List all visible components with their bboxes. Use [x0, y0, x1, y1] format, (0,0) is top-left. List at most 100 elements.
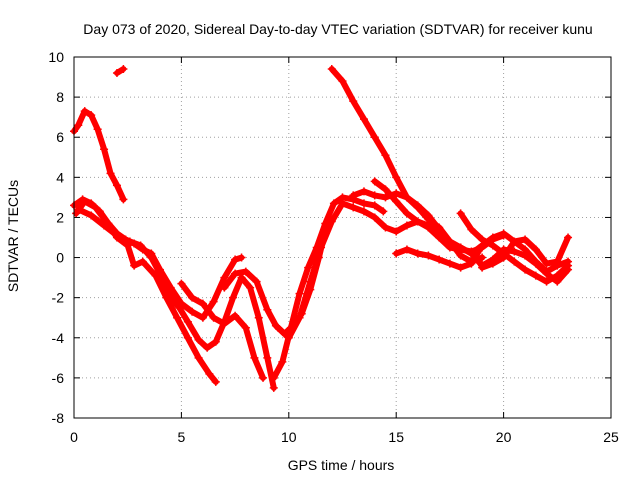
y-axis-label: SDTVAR / TECUs	[5, 180, 21, 292]
data-point	[211, 337, 220, 346]
data-point	[370, 213, 379, 222]
data-point	[80, 197, 89, 206]
data-point	[237, 253, 246, 262]
data-point	[231, 311, 240, 320]
data-point	[392, 173, 401, 182]
data-point	[241, 323, 250, 332]
data-point	[424, 211, 433, 220]
data-point	[392, 249, 401, 258]
data-point	[209, 297, 218, 306]
data-point	[194, 335, 203, 344]
data-point	[100, 221, 109, 230]
data-point	[250, 353, 259, 362]
data-point	[91, 203, 100, 212]
data-point	[304, 263, 313, 272]
data-point	[478, 253, 487, 262]
data-point	[317, 243, 326, 252]
data-point	[435, 255, 444, 264]
data-point	[445, 259, 454, 268]
y-tick-label: 0	[56, 250, 64, 266]
series-layer	[70, 65, 573, 392]
data-point	[106, 169, 115, 178]
data-point	[119, 195, 128, 204]
data-point	[392, 227, 401, 236]
data-point	[246, 283, 255, 292]
data-point	[381, 185, 390, 194]
data-point	[209, 313, 218, 322]
data-point	[194, 353, 203, 362]
data-point	[93, 125, 102, 134]
data-point	[278, 357, 287, 366]
y-tick-label: 4	[56, 169, 64, 185]
data-point	[510, 257, 519, 266]
data-point	[370, 133, 379, 142]
data-point	[531, 245, 540, 254]
data-point	[198, 313, 207, 322]
chart-title: Day 073 of 2020, Sidereal Day-to-day VTE…	[83, 21, 592, 37]
data-point	[359, 187, 368, 196]
data-point	[542, 259, 551, 268]
data-point	[125, 237, 134, 246]
data-point	[74, 121, 83, 130]
y-tick-label: -8	[52, 410, 65, 426]
x-tick-label: 15	[388, 429, 404, 445]
data-point	[274, 323, 283, 332]
data-point	[183, 317, 192, 326]
data-point	[269, 373, 278, 382]
series-track-d	[72, 197, 220, 386]
data-point	[521, 265, 530, 274]
data-point	[80, 107, 89, 116]
y-tick-label: 2	[56, 209, 64, 225]
data-point	[510, 247, 519, 256]
data-point	[456, 263, 465, 272]
data-point	[445, 239, 454, 248]
data-point	[370, 201, 379, 210]
plot-frame	[73, 56, 612, 419]
data-point	[349, 97, 358, 106]
data-point	[158, 273, 167, 282]
data-point	[456, 209, 465, 218]
data-point	[241, 267, 250, 276]
data-point	[259, 373, 268, 382]
data-point	[402, 221, 411, 230]
data-point	[112, 231, 121, 240]
series-track-b	[112, 65, 128, 78]
data-point	[381, 151, 390, 160]
data-point	[370, 191, 379, 200]
data-point	[112, 181, 121, 190]
data-point	[252, 277, 261, 286]
x-axis-label: GPS time / hours	[288, 457, 395, 473]
data-point	[87, 211, 96, 220]
x-tick-label: 0	[70, 429, 78, 445]
data-point	[542, 277, 551, 286]
data-point	[531, 257, 540, 266]
data-point	[175, 303, 184, 312]
data-point	[203, 343, 212, 352]
data-point	[542, 267, 551, 276]
data-point	[327, 217, 336, 226]
data-point	[112, 69, 121, 78]
data-point	[488, 233, 497, 242]
data-point	[499, 253, 508, 262]
data-point	[424, 221, 433, 230]
data-point	[478, 263, 487, 272]
data-point	[284, 333, 293, 342]
data-point	[413, 249, 422, 258]
y-tick-label: -4	[52, 330, 65, 346]
data-point	[359, 115, 368, 124]
data-point	[295, 313, 304, 322]
data-point	[349, 203, 358, 212]
series-track-f	[177, 279, 268, 382]
data-point	[136, 241, 145, 250]
data-point	[138, 257, 147, 266]
data-point	[147, 253, 156, 262]
data-point	[295, 289, 304, 298]
x-tick-label: 25	[603, 429, 619, 445]
data-point	[402, 245, 411, 254]
data-point	[228, 293, 237, 302]
data-point	[359, 207, 368, 216]
data-point	[188, 307, 197, 316]
data-point	[269, 383, 278, 392]
data-point	[499, 229, 508, 238]
